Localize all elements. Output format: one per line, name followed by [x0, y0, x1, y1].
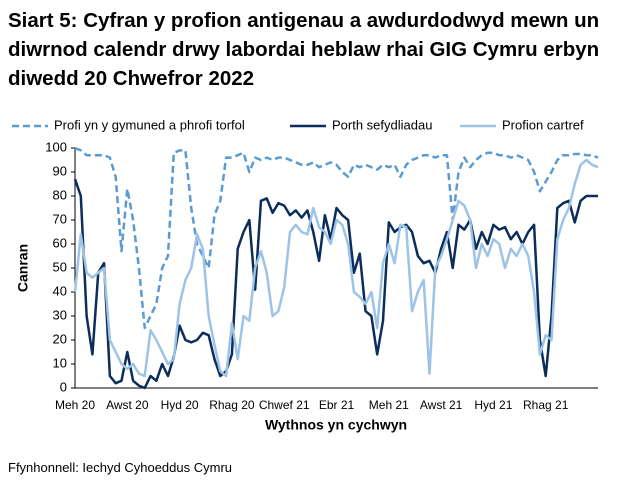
- series-line: [73, 158, 599, 378]
- series-line: [73, 178, 598, 390]
- x-tick-label: Meh 20: [55, 398, 95, 412]
- source: Ffynhonnell: Iechyd Cyhoeddus Cymru: [8, 460, 233, 475]
- x-tick-label: Ebr 21: [319, 398, 355, 412]
- x-tick-label: Hyd 21: [474, 398, 512, 412]
- y-tick-label: 10: [53, 355, 67, 370]
- y-tick-label: 60: [53, 235, 67, 250]
- y-axis-label: Canran: [15, 244, 31, 292]
- legend-label: Profi yn y gymuned a phrofi torfol: [54, 117, 245, 132]
- x-tick-label: Hyd 20: [161, 398, 199, 412]
- y-tick-label: 100: [45, 139, 67, 154]
- x-tick-label: Awst 20: [106, 398, 149, 412]
- y-tick-label: 80: [53, 187, 67, 202]
- y-tick-label: 90: [53, 163, 67, 178]
- x-tick-label: Rhag 20: [209, 398, 255, 412]
- x-tick-label: Meh 21: [369, 398, 409, 412]
- y-tick-label: 0: [60, 379, 67, 394]
- series-line: [74, 146, 599, 330]
- x-tick-label: Chwef 21: [259, 398, 310, 412]
- x-tick-label: Awst 21: [420, 398, 463, 412]
- y-tick-label: 50: [53, 259, 67, 274]
- x-tick-label: Rhag 21: [523, 398, 569, 412]
- chart-title: Siart 5: Cyfran y profion antigenau a aw…: [8, 9, 600, 90]
- legend-label: Profion cartref: [502, 117, 584, 132]
- legend-label: Porth sefydliadau: [332, 117, 432, 132]
- chart: Canran Wythnos yn cychwyn 0 10 20 30 40 50 60 7…: [12, 117, 599, 433]
- y-tick-label: 70: [53, 211, 67, 226]
- y-tick-label: 30: [53, 307, 67, 322]
- x-axis-label: Wythnos yn cychwyn: [265, 417, 407, 433]
- y-tick-label: 20: [53, 331, 67, 346]
- y-tick-label: 40: [53, 283, 67, 298]
